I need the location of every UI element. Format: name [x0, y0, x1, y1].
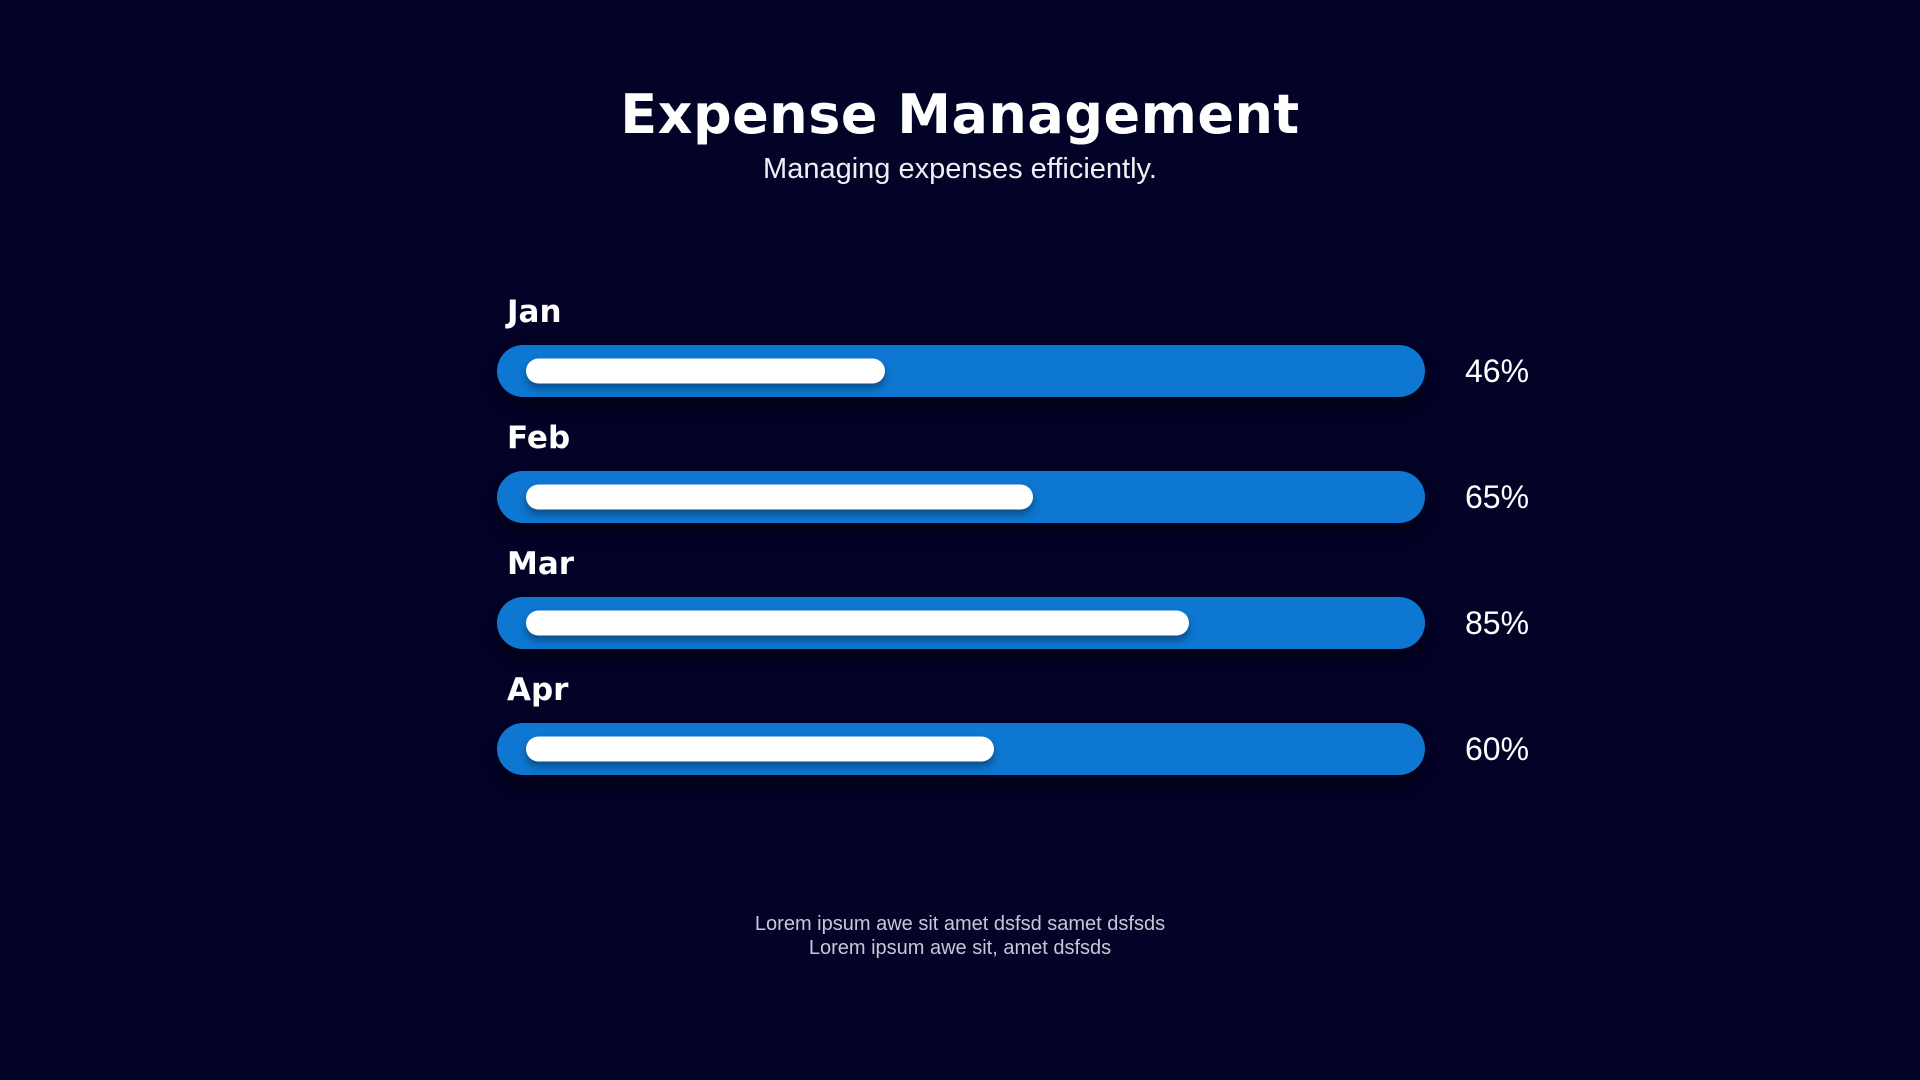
bar-fill-jan — [526, 358, 885, 384]
bar-fill-mar — [526, 610, 1189, 636]
footer-line-1: Lorem ipsum awe sit amet dsfsd samet dsf… — [754, 913, 1166, 935]
bar-row: Feb 65% — [497, 419, 1529, 523]
bar-value-feb: 65% — [1465, 478, 1530, 515]
footer-note: Lorem ipsum awe sit amet dsfsd samet dsf… — [0, 912, 1920, 960]
bar-fill-apr — [526, 736, 994, 762]
bar-track-mar — [497, 597, 1425, 649]
footer-line-2: Lorem ipsum awe sit, amet dsfsds — [808, 937, 1112, 959]
bar-label-mar: Mar — [507, 546, 575, 582]
bar-fill-area — [526, 358, 1306, 384]
bar-label-jan: Jan — [507, 294, 562, 330]
bar-value-mar: 85% — [1465, 604, 1530, 641]
bar-row: Jan 46% — [497, 293, 1529, 397]
page-title: Expense Management — [620, 83, 1300, 146]
bar-row: Apr 60% — [497, 671, 1529, 775]
bar-value-apr: 60% — [1465, 730, 1530, 767]
header: Expense Management Managing expenses eff… — [0, 86, 1920, 186]
bar-label-apr: Apr — [507, 672, 569, 708]
bar-track-jan — [497, 345, 1425, 397]
page-subtitle: Managing expenses efficiently. — [763, 153, 1157, 185]
bar-fill-feb — [526, 484, 1033, 510]
bar-fill-area — [526, 736, 1306, 762]
bar-fill-area — [526, 484, 1306, 510]
bar-row: Mar 85% — [497, 545, 1529, 649]
bar-track-apr — [497, 723, 1425, 775]
bar-track-feb — [497, 471, 1425, 523]
bar-label-feb: Feb — [507, 420, 571, 456]
bar-fill-area — [526, 610, 1306, 636]
progress-bar-chart: Jan 46% Feb 65% Mar — [497, 293, 1529, 797]
bar-value-jan: 46% — [1465, 352, 1530, 389]
